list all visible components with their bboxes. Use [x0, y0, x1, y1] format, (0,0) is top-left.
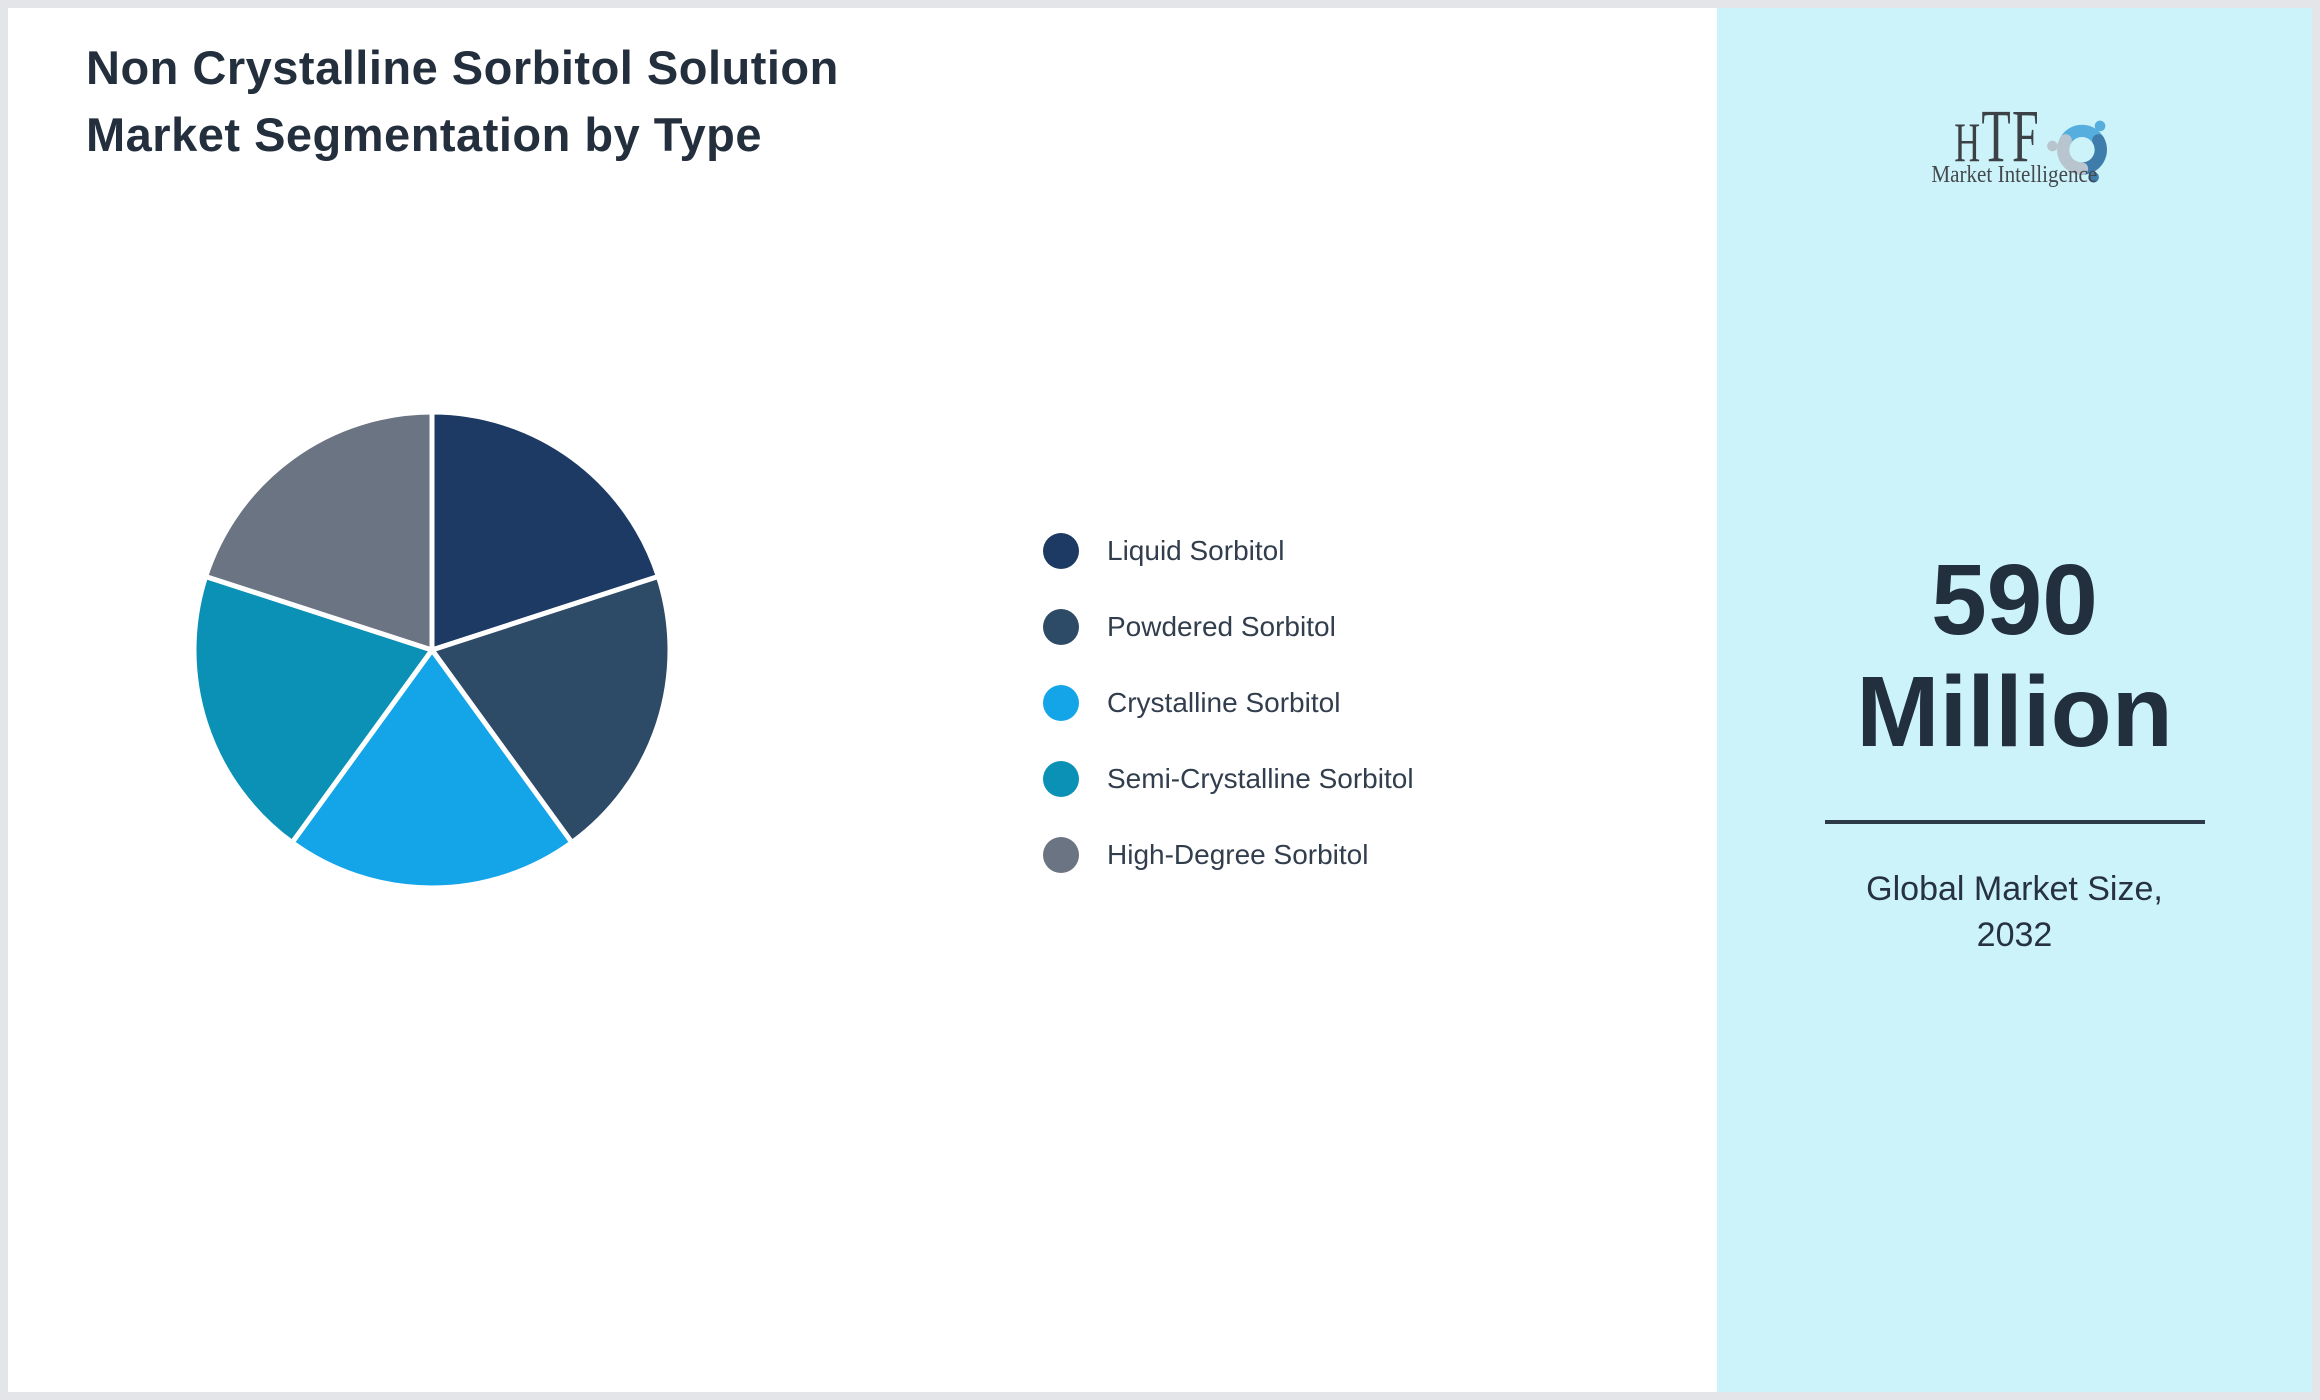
legend-item: Semi-Crystalline Sorbitol: [1043, 761, 1414, 797]
legend-item: Crystalline Sorbitol: [1043, 685, 1414, 721]
market-size-unit: Million: [1856, 656, 2173, 768]
stat-divider: [1824, 820, 2205, 824]
market-size-caption-line2: 2032: [1976, 916, 2053, 954]
pie-slice-liquid-sorbitol: [429, 409, 661, 653]
pie-slice-crystalline-sorbitol: [289, 647, 575, 891]
legend-color-dot: [1043, 609, 1079, 645]
pie-slice-semi-crystalline-sorbitol: [191, 573, 435, 846]
pie-slice-powdered-sorbitol: [429, 573, 673, 846]
legend-item: Liquid Sorbitol: [1043, 533, 1414, 569]
chart-legend: Liquid Sorbitol Powdered Sorbitol Crysta…: [1043, 533, 1414, 913]
legend-label: High-Degree Sorbitol: [1107, 839, 1369, 870]
chart-title: Non Crystalline Sorbitol Solution Market…: [86, 34, 839, 168]
logo-tagline: Market Intelligence: [1931, 162, 2098, 188]
htf-logo: HTF Market Intelligence: [1717, 82, 2312, 189]
legend-label: Liquid Sorbitol: [1107, 535, 1285, 566]
logo-brand-text: HTF: [1954, 99, 2040, 174]
legend-label: Semi-Crystalline Sorbitol: [1107, 763, 1414, 794]
legend-item: Powdered Sorbitol: [1043, 609, 1414, 645]
logo-brand-letters-tf: TF: [1980, 95, 2040, 178]
market-size-value: 590 Million: [1717, 544, 2312, 768]
emblem-figure-left: [2047, 134, 2089, 175]
pie-slice-high-degree-sorbitol: [203, 409, 435, 653]
legend-label: Crystalline Sorbitol: [1107, 687, 1341, 718]
legend-color-dot: [1043, 761, 1079, 797]
logo-brand-row: HTF: [1906, 82, 2124, 183]
legend-label: Powdered Sorbitol: [1107, 611, 1336, 642]
logo-emblem-icon: [2047, 120, 2108, 183]
legend-item: High-Degree Sorbitol: [1043, 837, 1414, 873]
chart-title-line2: Market Segmentation by Type: [86, 108, 762, 161]
infographic-canvas: Non Crystalline Sorbitol Solution Market…: [8, 8, 2312, 1392]
sidebar: HTF Market Intelligence: [1717, 8, 2312, 1392]
market-size-caption: Global Market Size, 2032: [1717, 866, 2312, 958]
legend-color-dot: [1043, 533, 1079, 569]
market-size-number: 590: [1931, 544, 2098, 656]
chart-title-line1: Non Crystalline Sorbitol Solution: [86, 41, 839, 94]
pie-chart: [191, 409, 673, 891]
logo-brand-letter-h: H: [1953, 112, 1981, 174]
market-size-caption-line1: Global Market Size,: [1866, 870, 2163, 908]
pie-chart-container: [182, 400, 682, 900]
legend-color-dot: [1043, 837, 1079, 873]
legend-color-dot: [1043, 685, 1079, 721]
